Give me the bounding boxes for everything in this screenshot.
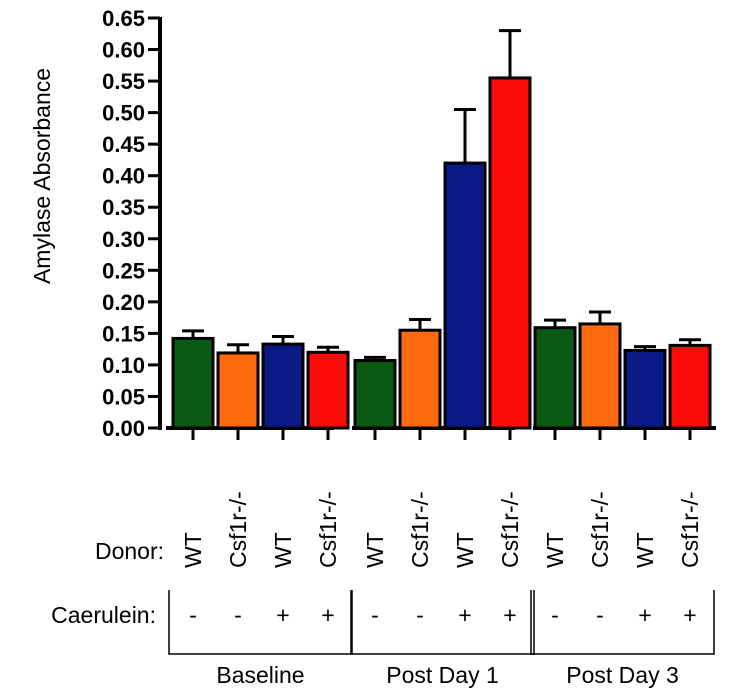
donor-label: WT (632, 532, 658, 568)
axes: 0.00 0.05 0.10 0.15 0.20 0.25 0.30 0.35 0.40 0.45… (102, 6, 716, 441)
group-bracket (168, 590, 353, 655)
donor-label: WT (362, 532, 388, 568)
donor-label: WT (542, 532, 568, 568)
bar (171, 336, 215, 430)
group-bracket (530, 590, 715, 655)
bar (443, 161, 487, 430)
y-tick-label: 0.25 (102, 258, 145, 283)
y-tick-label: 0.65 (102, 6, 145, 31)
donor-label: Csf1r-/- (587, 491, 613, 568)
y-axis-title: Amylase Absorbance (29, 68, 55, 284)
group-label: Baseline (216, 662, 304, 688)
caerulein-sign: - (551, 602, 559, 628)
group-bracket (350, 590, 535, 655)
donor-label: WT (452, 532, 478, 568)
donor-label: Csf1r-/- (677, 491, 703, 568)
caerulein-sign: - (416, 602, 424, 628)
y-tick-label: 0.55 (102, 69, 145, 94)
group-label: Post Day 3 (566, 662, 679, 688)
caerulein-sign: + (276, 602, 289, 628)
group-label: Post Day 1 (386, 662, 499, 688)
caerulein-sign: - (596, 602, 604, 628)
caerulein-sign: + (638, 602, 651, 628)
y-tick-label: 0.05 (102, 384, 145, 409)
y-tick-label: 0.10 (102, 353, 145, 378)
bar (533, 326, 577, 430)
bar (306, 350, 350, 430)
bar (353, 359, 397, 430)
donor-row-label: Donor: (95, 538, 164, 564)
donor-label: WT (180, 532, 206, 568)
donor-label: Csf1r-/- (407, 491, 433, 568)
bar (261, 342, 305, 430)
bar (668, 343, 712, 430)
y-tick-label: 0.35 (102, 195, 145, 220)
caerulein-sign: + (683, 602, 696, 628)
caerulein-sign: - (234, 602, 242, 628)
y-tick-label: 0.30 (102, 227, 145, 252)
y-tick-label: 0.45 (102, 132, 145, 157)
bar (488, 76, 532, 430)
y-tick-label: 0.60 (102, 38, 145, 63)
labels: WT - Csf1r-/- - WT + Csf1r-/- + Baseline WT - Csf1r… (168, 491, 715, 688)
caerulein-sign: - (371, 602, 379, 628)
y-tick-label: 0.20 (102, 290, 145, 315)
caerulein-sign: + (321, 602, 334, 628)
caerulein-sign: + (503, 602, 516, 628)
y-tick-label: 0.40 (102, 164, 145, 189)
donor-label: Csf1r-/- (497, 491, 523, 568)
caerulein-sign: + (458, 602, 471, 628)
y-tick-label: 0.50 (102, 101, 145, 126)
donor-label: Csf1r-/- (315, 491, 341, 568)
y-tick-label: 0.15 (102, 321, 145, 346)
bar (578, 322, 622, 430)
caerulein-sign: - (189, 602, 197, 628)
bar (398, 328, 442, 430)
donor-label: WT (270, 532, 296, 568)
bar (216, 351, 260, 430)
y-tick-label: 0.00 (102, 416, 145, 441)
bars (171, 29, 712, 430)
caerulein-row-label: Caerulein: (51, 602, 156, 628)
donor-label: Csf1r-/- (225, 491, 251, 568)
bar (623, 348, 667, 430)
